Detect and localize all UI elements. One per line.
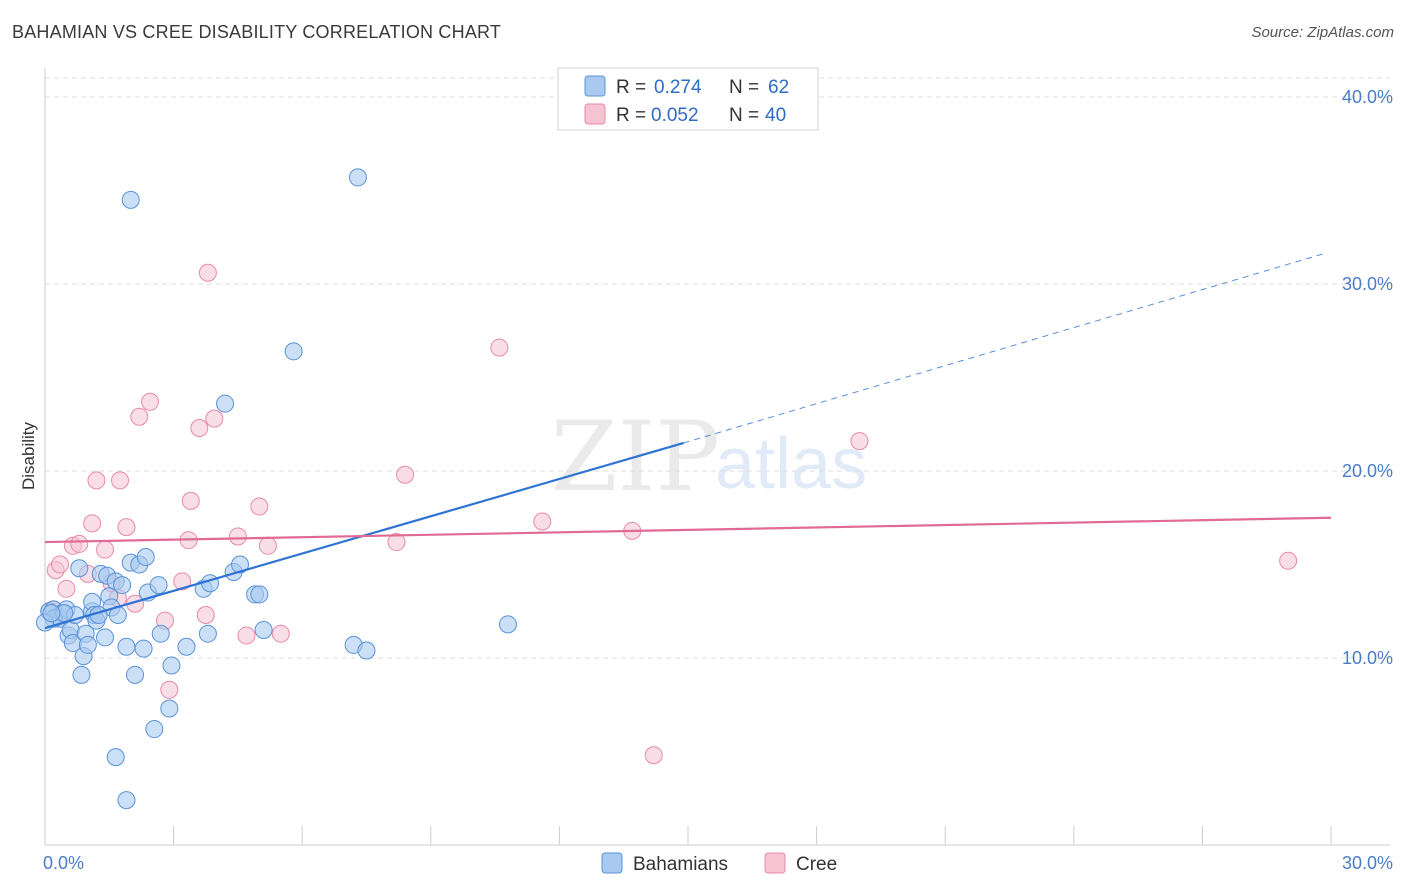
bahamians-point xyxy=(117,791,136,810)
legend-r-label-cree: R = xyxy=(616,105,646,126)
cree-point xyxy=(87,471,106,490)
cree-point xyxy=(490,338,509,357)
bahamians-point xyxy=(149,576,168,595)
cree-point xyxy=(396,465,415,484)
bottom-legend-swatch-bahamians xyxy=(601,852,623,874)
bahamians-point xyxy=(126,665,145,684)
cree-point xyxy=(644,746,663,765)
cree-point xyxy=(190,418,209,437)
chart-source: Source: ZipAtlas.com xyxy=(1251,24,1394,41)
cree-point xyxy=(271,624,290,643)
cree-point xyxy=(130,407,149,426)
bahamians-point xyxy=(198,624,217,643)
x-tick-label: 30.0% xyxy=(1342,853,1393,873)
bahamians-point xyxy=(78,635,97,654)
legend-n-label-cree: N = xyxy=(729,105,759,126)
cree-point xyxy=(387,533,406,552)
y-tick-label: 20.0% xyxy=(1342,461,1393,481)
cree-point xyxy=(83,514,102,533)
bahamians-point xyxy=(357,641,376,660)
cree-point xyxy=(198,263,217,282)
y-tick-label: 40.0% xyxy=(1342,87,1393,107)
bahamians-point xyxy=(348,168,367,187)
bottom-legend-swatch-cree xyxy=(764,852,786,874)
legend-n-value-cree: 40 xyxy=(765,105,786,126)
bahamians-point xyxy=(284,342,303,361)
bahamians-point xyxy=(72,665,91,684)
cree-point xyxy=(258,536,277,555)
bahamians-point xyxy=(113,576,132,595)
cree-point xyxy=(111,471,130,490)
bahamians-point xyxy=(145,720,164,739)
cree-point xyxy=(51,555,70,574)
cree-point xyxy=(196,605,215,624)
trend-lines xyxy=(44,253,1332,630)
bahamians-point xyxy=(106,748,125,767)
legend-swatch-cree xyxy=(584,103,606,125)
legend-swatch-bahamians xyxy=(584,75,606,97)
cree-point xyxy=(141,392,160,411)
bottom-legend-label-cree: Cree xyxy=(796,854,837,875)
x-tick-label: 0.0% xyxy=(43,853,84,873)
cree-point xyxy=(173,572,192,591)
cree-point xyxy=(250,497,269,516)
cree-point xyxy=(228,527,247,546)
bahamians-point xyxy=(162,656,181,675)
bahamians-point xyxy=(151,624,170,643)
bahamians-point xyxy=(250,585,269,604)
bahamians-point xyxy=(134,639,153,658)
bahamians-point xyxy=(70,559,89,578)
cree-point xyxy=(96,540,115,559)
bahamians-point xyxy=(216,394,235,413)
cree-point xyxy=(237,626,256,645)
cree-point xyxy=(181,491,200,510)
y-axis-label: Disability xyxy=(19,421,38,490)
y-tick-label: 10.0% xyxy=(1342,648,1393,668)
axes xyxy=(44,68,1390,846)
legend-r-value-bahamians: 0.274 xyxy=(654,77,702,98)
bahamians-point xyxy=(42,604,61,623)
bahamians-point xyxy=(498,615,517,634)
bahamians-point xyxy=(254,620,273,639)
bahamians-point xyxy=(177,637,196,656)
cree-point xyxy=(850,432,869,451)
cree-point xyxy=(160,680,179,699)
bahamians-point xyxy=(201,574,220,593)
chart-title: BAHAMIAN VS CREE DISABILITY CORRELATION … xyxy=(12,22,502,42)
cree-point xyxy=(1279,551,1298,570)
bottom-legend: Bahamians Cree xyxy=(601,852,837,875)
bahamians-points xyxy=(36,168,517,810)
grid-lines xyxy=(45,77,1390,659)
legend-r-value-cree: 0.052 xyxy=(651,105,699,126)
bahamians-point xyxy=(136,548,155,567)
cree-point xyxy=(57,579,76,598)
cree-trend-line xyxy=(44,516,1332,544)
watermark-atlas: atlas xyxy=(715,424,867,504)
legend-n-label-bahamians: N = xyxy=(729,77,759,98)
cree-point xyxy=(117,518,136,537)
legend-box: R = 0.274 N = 62 R = 0.052 N = 40 xyxy=(557,67,819,131)
bahamians-point xyxy=(117,637,136,656)
bahamians-point xyxy=(160,699,179,718)
cree-point xyxy=(205,409,224,428)
bahamians-trend-extension xyxy=(683,253,1323,444)
tick-labels: 10.0% 20.0% 30.0% 40.0% 0.0% 30.0% xyxy=(43,87,1393,873)
cree-point xyxy=(70,534,89,553)
bottom-legend-label-bahamians: Bahamians xyxy=(633,854,728,875)
bahamians-point xyxy=(231,555,250,574)
legend-r-label-bahamians: R = xyxy=(616,77,646,98)
cree-point xyxy=(533,512,552,531)
y-tick-label: 30.0% xyxy=(1342,274,1393,294)
legend-n-value-bahamians: 62 xyxy=(768,77,789,98)
watermark: ZIP atlas xyxy=(551,401,867,513)
cree-points xyxy=(40,263,1298,765)
bahamians-point xyxy=(121,190,140,209)
bahamians-point xyxy=(96,628,115,647)
